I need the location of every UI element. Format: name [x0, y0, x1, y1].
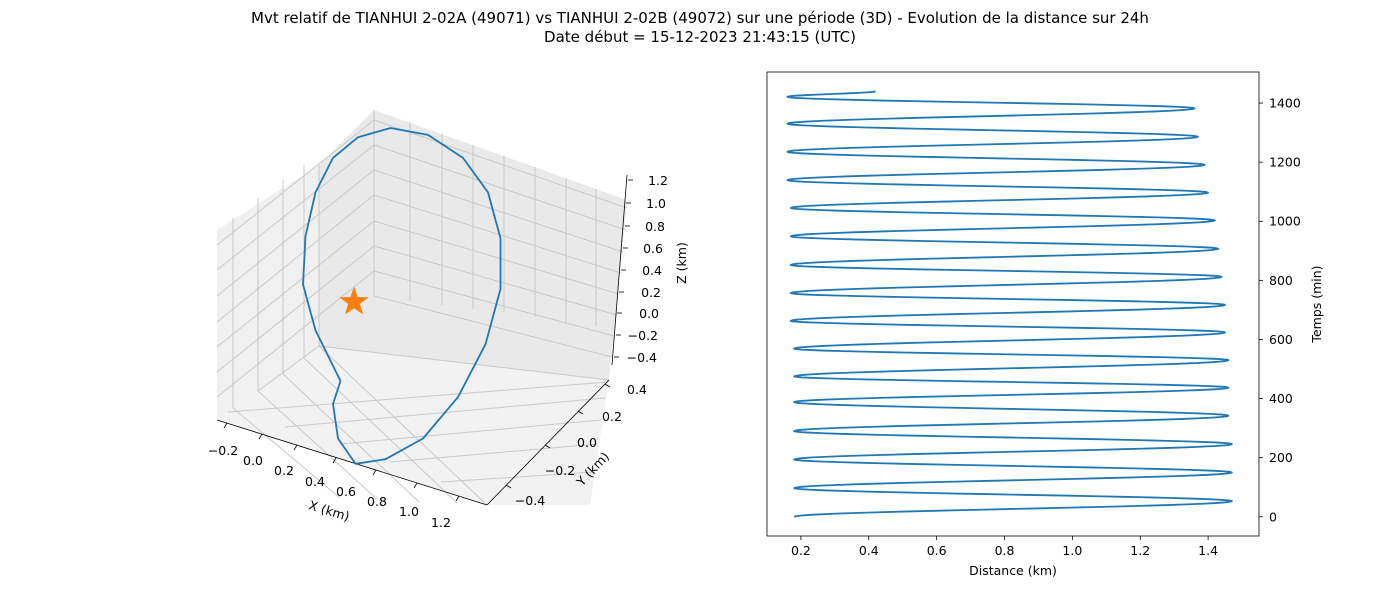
x-ticks-2d: 0.2 0.4 0.6 0.8 1.0 1.2 1.4 — [791, 536, 1218, 558]
z-tick-label: −0.4 — [627, 350, 657, 365]
x-tick-label: −0.2 — [208, 443, 238, 458]
y-tick-label: 200 — [1269, 450, 1293, 465]
y-tick-label: 1200 — [1269, 155, 1301, 170]
x-tick-label: 1.0 — [1062, 543, 1082, 558]
y-tick-label: −0.4 — [515, 493, 545, 508]
orbit-line — [302, 127, 502, 465]
y-tick-label: 0.0 — [577, 435, 597, 450]
y-tick-label: −0.2 — [545, 463, 575, 478]
axes-3d: −0.2 0.0 0.2 0.4 0.6 0.8 1.0 1.2 −0.4 −0… — [208, 110, 689, 530]
z-tick-label: −0.2 — [628, 328, 658, 343]
orbit-series-3d — [302, 127, 502, 465]
z-axis-line — [611, 174, 628, 366]
x-tick-label: 0.2 — [274, 463, 294, 478]
pane-floor — [217, 346, 609, 505]
tick-marks-3d — [223, 179, 633, 502]
grid-3d — [216, 110, 628, 506]
x-tick-labels-3d: −0.2 0.0 0.2 0.4 0.6 0.8 1.0 1.2 — [208, 443, 451, 530]
z-tick-label: 0.6 — [643, 241, 663, 256]
x-tick-label: 0.0 — [243, 453, 263, 468]
z-axis-label-3d: Z (km) — [674, 242, 689, 284]
title-line-1: Mvt relatif de TIANHUI 2-02A (49071) vs … — [251, 9, 1149, 27]
y-tick-label: 1400 — [1269, 96, 1301, 111]
y-axis-line — [486, 379, 610, 506]
z-tick-label: 1.0 — [646, 196, 666, 211]
z-tick-label: 0.0 — [639, 306, 659, 321]
y-tick-label: 400 — [1269, 391, 1293, 406]
x-tick-label: 0.8 — [367, 494, 387, 509]
axes-2d: 0.2 0.4 0.6 0.8 1.0 1.2 1.4 0 200 400 600 800 1000 1… — [766, 71, 1324, 578]
z-tick-label: 0.8 — [645, 219, 665, 234]
distance-series — [786, 90, 1233, 518]
y-tick-labels-3d: −0.4 −0.2 0.0 0.2 0.4 — [515, 382, 647, 508]
z-tick-label: 0.4 — [642, 263, 662, 278]
z-tick-label: 1.2 — [648, 173, 668, 188]
x-tick-label: 1.0 — [399, 504, 419, 519]
z-tick-labels-3d: 1.2 1.0 0.8 0.6 0.4 0.2 0.0 −0.2 −0.4 — [627, 173, 668, 365]
y-tick-label: 0.2 — [602, 409, 622, 424]
x-tick-label: 1.4 — [1198, 543, 1218, 558]
x-tick-label: 0.8 — [995, 543, 1015, 558]
x-axis-label-2d: Distance (km) — [969, 563, 1057, 578]
x-tick-label: 0.4 — [859, 543, 879, 558]
figure-title: Mvt relatif de TIANHUI 2-02A (49071) vs … — [0, 9, 1400, 47]
y-tick-label: 0.4 — [627, 382, 647, 397]
y-tick-label: 600 — [1269, 332, 1293, 347]
y-tick-label: 800 — [1269, 273, 1293, 288]
x-tick-label: 0.4 — [305, 474, 325, 489]
plot-frame — [766, 71, 1260, 537]
x-tick-label: 1.2 — [431, 515, 451, 530]
y-tick-label: 1000 — [1269, 214, 1301, 229]
x-tick-label: 0.6 — [336, 484, 356, 499]
z-tick-label: 0.2 — [641, 285, 661, 300]
y-axis-label-2d: Temps (min) — [1309, 265, 1324, 343]
x-tick-label: 1.2 — [1130, 543, 1150, 558]
y-ticks-2d: 0 200 400 600 800 1000 1200 1400 — [1259, 96, 1301, 524]
title-line-2: Date début = 15-12-2023 21:43:15 (UTC) — [544, 28, 856, 46]
y-tick-label: 0 — [1269, 509, 1277, 524]
x-tick-label: 0.6 — [927, 543, 947, 558]
x-axis-label-3d: X (km) — [307, 497, 351, 524]
pane-left — [217, 165, 319, 420]
x-tick-label: 0.2 — [791, 543, 811, 558]
origin-star-marker — [339, 286, 369, 315]
distance-line — [786, 90, 1233, 518]
